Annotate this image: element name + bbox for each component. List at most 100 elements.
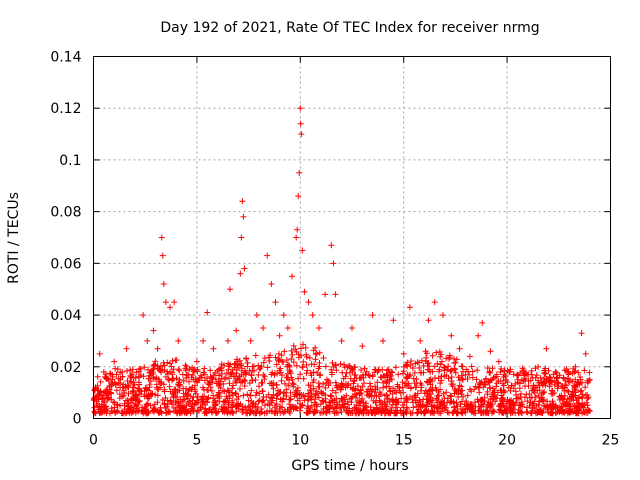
data-point xyxy=(211,405,218,412)
data-point xyxy=(149,390,156,397)
data-point xyxy=(473,376,480,383)
data-point xyxy=(535,363,542,370)
data-point xyxy=(454,410,461,417)
data-point xyxy=(294,226,301,233)
data-point xyxy=(297,105,304,112)
data-point xyxy=(312,408,319,415)
data-point xyxy=(275,357,282,364)
data-point xyxy=(201,365,208,372)
data-point xyxy=(395,371,402,378)
data-point xyxy=(298,345,305,352)
data-point xyxy=(155,376,162,383)
data-point xyxy=(248,387,255,394)
data-point xyxy=(288,356,295,363)
data-point xyxy=(260,359,267,366)
data-point xyxy=(448,378,455,385)
data-point xyxy=(159,252,166,259)
data-point xyxy=(349,409,356,416)
data-point xyxy=(423,350,430,357)
data-point xyxy=(266,358,273,365)
data-point xyxy=(546,383,553,390)
data-point xyxy=(237,270,244,277)
data-point xyxy=(431,299,438,306)
data-point xyxy=(159,396,166,403)
data-point xyxy=(117,369,124,376)
data-point xyxy=(178,409,185,416)
data-point xyxy=(208,374,215,381)
data-point xyxy=(305,299,312,306)
data-point xyxy=(569,370,576,377)
data-point xyxy=(204,309,211,316)
data-point xyxy=(291,393,298,400)
data-point xyxy=(194,394,201,401)
data-point xyxy=(320,380,327,387)
data-point xyxy=(369,312,376,319)
data-point xyxy=(134,396,141,403)
data-point xyxy=(278,377,285,384)
data-point xyxy=(272,354,279,361)
data-point xyxy=(214,368,221,375)
data-point xyxy=(578,387,585,394)
data-point xyxy=(452,407,459,414)
data-point xyxy=(147,378,154,385)
data-point xyxy=(297,120,304,127)
data-point xyxy=(240,213,247,220)
data-point xyxy=(164,359,171,366)
data-point xyxy=(155,386,162,393)
data-point xyxy=(218,361,225,368)
data-point xyxy=(440,364,447,371)
data-point xyxy=(214,392,221,399)
data-point xyxy=(363,409,370,416)
data-point xyxy=(363,368,370,375)
data-point xyxy=(225,401,232,408)
data-point xyxy=(586,369,593,376)
data-point xyxy=(444,366,451,373)
data-point xyxy=(431,363,438,370)
data-point xyxy=(353,391,360,398)
data-point xyxy=(161,386,168,393)
data-point xyxy=(437,380,444,387)
data-point xyxy=(276,405,283,412)
data-point xyxy=(255,371,262,378)
data-point xyxy=(498,365,505,372)
data-point xyxy=(394,381,401,388)
data-point xyxy=(384,367,391,374)
data-point xyxy=(315,383,322,390)
data-point xyxy=(504,379,511,386)
data-point xyxy=(483,403,490,410)
data-point xyxy=(318,389,325,396)
data-point xyxy=(392,410,399,417)
data-point xyxy=(533,372,540,379)
data-point xyxy=(416,364,423,371)
data-point xyxy=(260,325,267,331)
data-point xyxy=(421,410,428,417)
data-point xyxy=(269,394,276,401)
data-point xyxy=(552,409,559,416)
data-point xyxy=(429,384,436,391)
data-point xyxy=(564,396,571,403)
data-point xyxy=(141,364,148,371)
data-point xyxy=(380,384,387,391)
data-point xyxy=(310,369,317,376)
data-point xyxy=(575,369,582,376)
data-point xyxy=(323,409,330,416)
data-point xyxy=(332,389,339,396)
data-point xyxy=(294,397,301,404)
data-point xyxy=(527,377,534,384)
data-point xyxy=(413,376,420,383)
data-point xyxy=(102,388,109,395)
data-point xyxy=(224,387,231,394)
data-point xyxy=(298,131,305,138)
data-point xyxy=(320,405,327,412)
data-point xyxy=(385,366,392,373)
data-point xyxy=(528,394,535,401)
data-point xyxy=(91,404,98,411)
data-point xyxy=(536,387,543,394)
data-point xyxy=(489,376,496,383)
data-point xyxy=(163,409,170,416)
data-point xyxy=(380,337,387,344)
data-point xyxy=(384,395,391,402)
data-point xyxy=(404,406,411,413)
data-point xyxy=(506,397,513,404)
data-point xyxy=(475,407,482,414)
